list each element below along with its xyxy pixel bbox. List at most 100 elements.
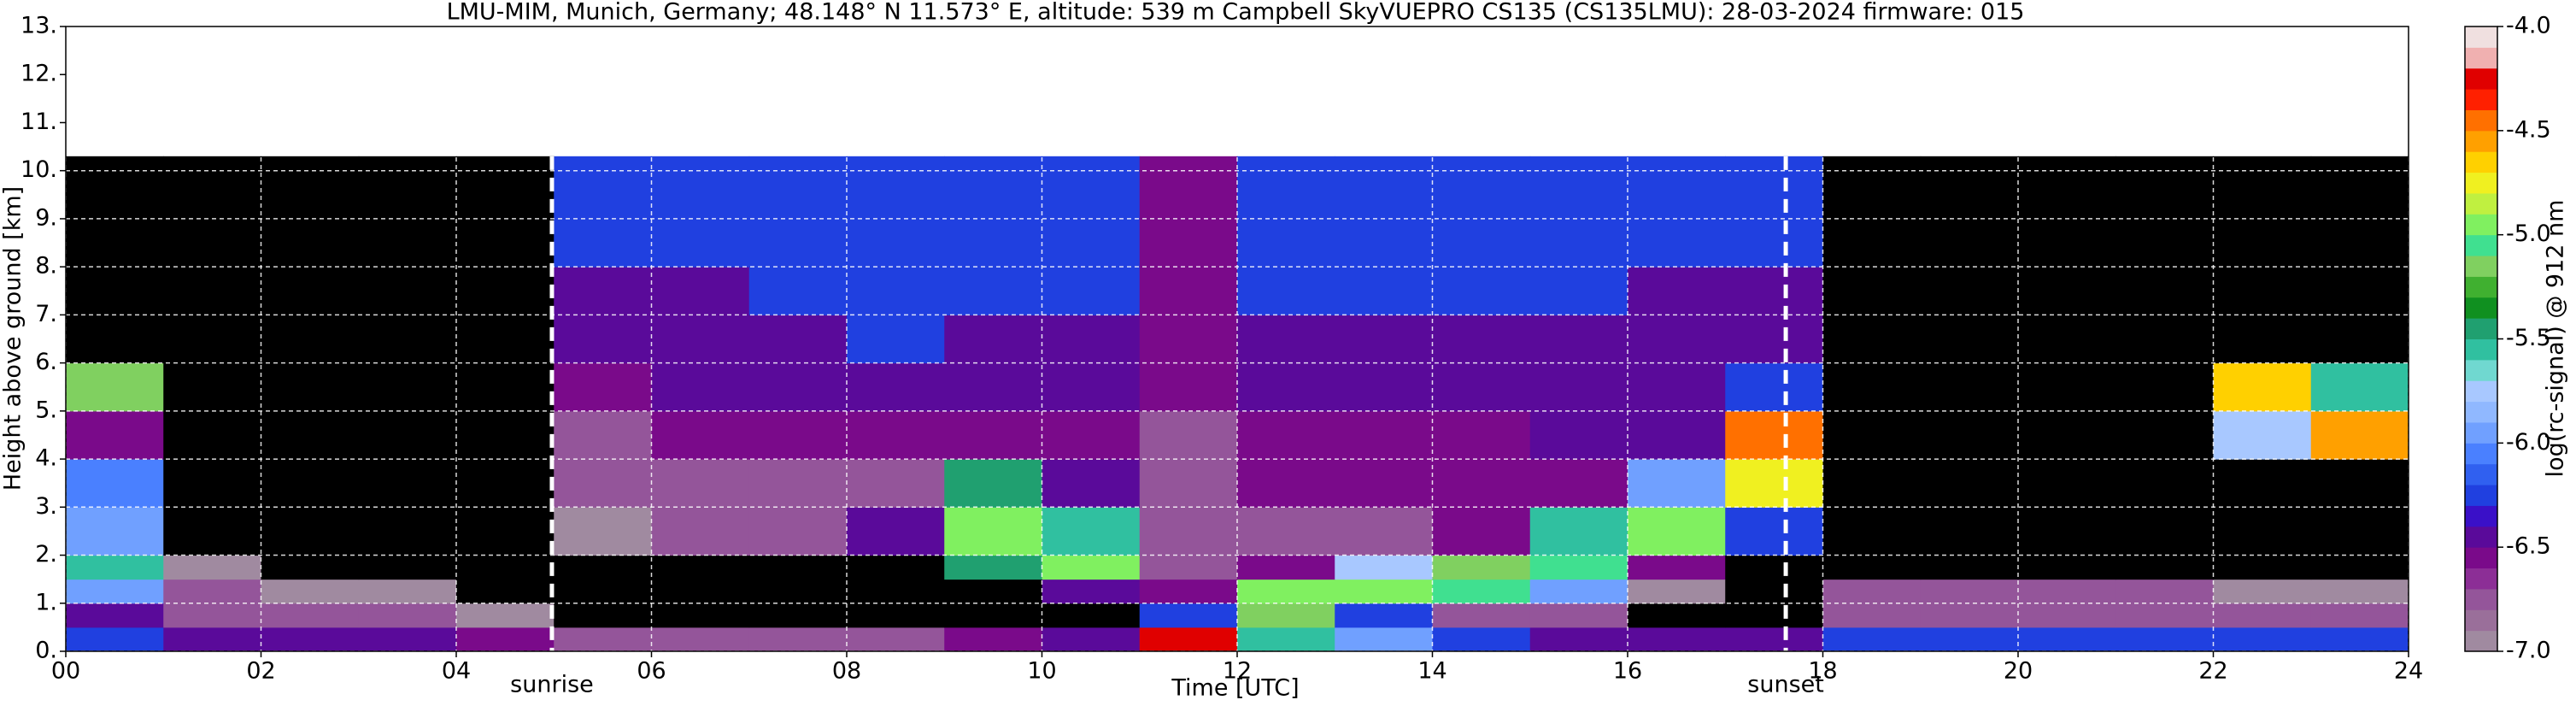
heatmap-cell — [456, 603, 555, 628]
heatmap-cell — [1042, 315, 1141, 364]
heatmap-cell — [1335, 410, 1433, 460]
y-tick-label: 2. — [35, 541, 57, 568]
heatmap-cell — [1920, 156, 2019, 268]
heatmap-cell — [358, 627, 457, 652]
heatmap-cell — [2213, 315, 2312, 364]
heatmap-cell — [358, 555, 457, 580]
heatmap-cell — [748, 507, 848, 556]
colorbar-tick-label: -5.0 — [2506, 221, 2551, 247]
heatmap-cell — [2310, 459, 2409, 508]
heatmap-cell — [358, 603, 457, 628]
heatmap-cell — [1628, 627, 1726, 652]
heatmap-cell — [847, 315, 945, 364]
colorbar-swatch — [2465, 588, 2497, 610]
heatmap-cell — [554, 579, 652, 604]
heatmap-cell — [1920, 555, 2019, 580]
x-tick-label: 00 — [51, 658, 80, 685]
colorbar-swatch — [2465, 359, 2497, 381]
heatmap-cell — [1432, 267, 1531, 315]
heatmap-cell — [847, 555, 945, 580]
y-tick-label: 10. — [21, 156, 57, 183]
x-tick-label: 12 — [1223, 658, 1252, 685]
heatmap-cell — [748, 315, 848, 364]
heatmap-cell — [66, 156, 164, 268]
heatmap-cell — [1529, 315, 1628, 364]
heatmap-cell — [1237, 315, 1335, 364]
heatmap-cell — [456, 362, 555, 412]
colorbar-swatch — [2465, 443, 2497, 465]
heatmap-cell — [1725, 315, 1823, 364]
heatmap-cell — [1529, 555, 1628, 580]
colorbar-swatch — [2465, 338, 2497, 361]
heatmap-cell — [261, 267, 360, 315]
heatmap-cell — [2310, 579, 2409, 604]
heatmap-cell — [66, 507, 164, 556]
heatmap-cell — [1042, 362, 1141, 412]
heatmap-cell — [651, 555, 750, 580]
colorbar-swatch — [2465, 130, 2497, 152]
heatmap-cell — [261, 603, 360, 628]
heatmap-cell — [748, 627, 848, 652]
heatmap-cell — [1042, 555, 1141, 580]
heatmap-cell — [1822, 507, 1922, 556]
heatmap-cell — [2213, 267, 2312, 315]
heatmap-cell — [1822, 603, 1922, 628]
heatmap-cell — [1529, 579, 1628, 604]
heatmap-cell — [456, 555, 555, 580]
heatmap-cell — [1725, 507, 1823, 556]
heatmap-cell — [554, 507, 652, 556]
y-tick-label: 3. — [35, 493, 57, 520]
heatmap-cell — [847, 507, 945, 556]
heatmap-cell — [1725, 627, 1823, 652]
heatmap-cell — [1237, 362, 1335, 412]
heatmap-cell — [1822, 459, 1922, 508]
heatmap-cell — [1529, 410, 1628, 460]
heatmap-cell — [163, 267, 261, 315]
heatmap-cell — [1237, 579, 1335, 604]
colorbar-swatch — [2465, 421, 2497, 444]
heatmap-cell — [1335, 579, 1433, 604]
heatmap-cell — [1237, 507, 1335, 556]
heatmap-cell — [163, 627, 261, 652]
heatmap-cell — [1628, 507, 1726, 556]
heatmap-cell — [1139, 156, 1238, 268]
colorbar-swatch — [2465, 318, 2497, 339]
heatmap-cell — [456, 507, 555, 556]
colorbar-swatch — [2465, 89, 2497, 110]
heatmap-cell — [261, 507, 360, 556]
x-tick-label: 20 — [2004, 658, 2033, 685]
heatmap-cell — [163, 156, 261, 268]
heatmap-cell — [358, 362, 457, 412]
colorbar-swatch — [2465, 172, 2497, 194]
heatmap-cell — [66, 410, 164, 460]
heatmap-cell — [2115, 627, 2214, 652]
heatmap-cell — [651, 410, 750, 460]
heatmap-cell — [1432, 315, 1531, 364]
heatmap-cell — [2213, 459, 2312, 508]
heatmap-cell — [1432, 156, 1531, 268]
colorbar-swatch — [2465, 109, 2497, 132]
heatmap-cell — [847, 267, 945, 315]
heatmap-cell — [748, 410, 848, 460]
heatmap-cell — [1042, 627, 1141, 652]
colorbar-swatch — [2465, 192, 2497, 215]
heatmap-cell — [1432, 627, 1531, 652]
heatmap-cell — [1335, 603, 1433, 628]
heatmap-cell — [2115, 156, 2214, 268]
heatmap-cell — [358, 459, 457, 508]
heatmap-cell — [1432, 362, 1531, 412]
heatmap-cell — [748, 362, 848, 412]
colorbar-swatch — [2465, 505, 2497, 527]
colorbar-tick-label: -7.0 — [2506, 638, 2551, 664]
heatmap-cell — [944, 459, 1042, 508]
heatmap-cell — [944, 315, 1042, 364]
heatmap-cell — [1237, 555, 1335, 580]
heatmap-cell — [1725, 362, 1823, 412]
heatmap-cell — [2018, 156, 2116, 268]
heatmap-cell — [2213, 362, 2312, 412]
colorbar-swatch — [2465, 68, 2497, 90]
heatmap-cell — [163, 410, 261, 460]
heatmap-cell — [66, 267, 164, 315]
heatmap-cell — [1335, 627, 1433, 652]
